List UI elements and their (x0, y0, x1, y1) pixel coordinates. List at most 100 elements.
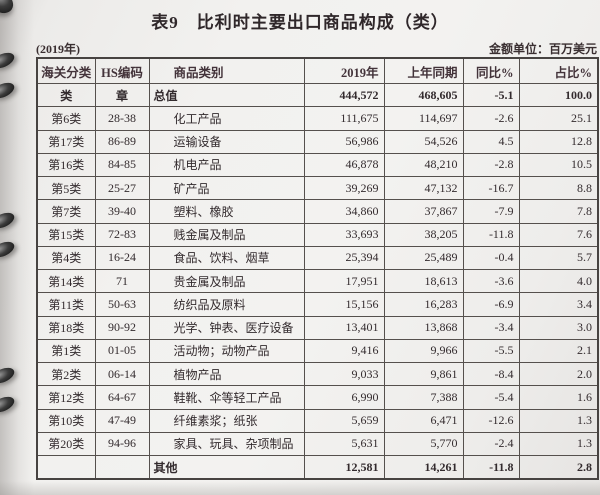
table-row: 其他 12,581 14,261 -11.8 2.8 (36, 455, 599, 480)
table-row: 第4类 16-24 食品、饮料、烟草 25,394 25,489 -0.4 5.7 (36, 245, 599, 271)
table-cell: 矿产品 (148, 175, 305, 201)
table-cell: 纤维素浆；纸张 (148, 408, 305, 433)
column-header: 占比% (518, 57, 599, 84)
table-cell: 16-24 (94, 245, 150, 271)
table-cell: -6.9 (462, 292, 520, 317)
table-cell: 90-92 (94, 315, 150, 340)
table-cell: 3.0 (518, 315, 599, 340)
table-cell: 5,770 (383, 431, 464, 457)
table-cell: 39-40 (94, 199, 150, 224)
table-cell: 贵金属及制品 (148, 268, 305, 294)
table-cell: 12.8 (518, 129, 599, 154)
table-cell: 机电产品 (148, 152, 305, 178)
table-cell: 9,966 (383, 338, 464, 364)
table-cell: 28-38 (94, 106, 150, 131)
table-cell: 25-27 (94, 175, 150, 201)
table-cell: 12,581 (303, 455, 385, 480)
table-cell: 光学、钟表、医疗设备 (148, 315, 305, 340)
table-cell: 食品、饮料、烟草 (148, 245, 305, 271)
table-header: 海关分类 HS编码 商品类别 2019年 上年同期 同比% 占比% (36, 57, 599, 84)
table-cell: 01-05 (94, 338, 150, 364)
table-cell: 7.8 (518, 199, 599, 224)
table-cell: 活动物；动物产品 (148, 338, 305, 364)
table-row: 第7类 39-40 塑料、橡胶 34,860 37,867 -7.9 7.8 (36, 199, 599, 224)
column-header: 商品类别 (148, 57, 305, 84)
table-cell: 4.0 (518, 268, 599, 294)
table-cell: 第14类 (36, 268, 96, 294)
table-cell: -12.6 (462, 408, 520, 433)
table-cell: 第7类 (36, 199, 96, 224)
table-cell: 2.0 (518, 361, 599, 387)
column-header: 2019年 (303, 57, 385, 84)
table-row: 第6类 28-38 化工产品 111,675 114,697 -2.6 25.1 (36, 106, 599, 131)
table-cell: 纺织品及原料 (148, 292, 305, 317)
table-cell: 17,951 (303, 268, 385, 294)
table-cell: 50-63 (94, 292, 150, 317)
table-cell: 第5类 (36, 175, 96, 201)
table-cell: 第10类 (36, 408, 96, 433)
table-cell: 第15类 (36, 222, 96, 247)
table-cell: 6,990 (303, 385, 385, 410)
table-cell: 2.8 (518, 455, 599, 480)
table-row: 第15类 72-83 贱金属及制品 33,693 38,205 -11.8 7.6 (36, 222, 599, 247)
table-cell (36, 455, 96, 480)
table-cell: 总值 (148, 82, 305, 108)
table-cell: -2.4 (462, 431, 520, 457)
table-cell: 2.1 (518, 338, 599, 364)
table-cell: 5.7 (518, 245, 599, 271)
table-cell: 植物产品 (148, 361, 305, 387)
table-cell: 第12类 (36, 385, 96, 410)
table-cell: 4.5 (462, 129, 520, 154)
table-cell: 25.1 (518, 106, 599, 131)
table-cell: 444,572 (303, 82, 385, 108)
table-cell: 54,526 (383, 129, 464, 154)
table-cell: 18,613 (383, 268, 464, 294)
table-cell: 第11类 (36, 292, 96, 317)
table-cell: 72-83 (94, 222, 150, 247)
table-cell: 章 (94, 82, 150, 108)
table-row: 第11类 50-63 纺织品及原料 15,156 16,283 -6.9 3.4 (36, 292, 599, 317)
table-cell: -5.4 (462, 385, 520, 410)
table-cell: 13,401 (303, 315, 385, 340)
table-cell: 10.5 (518, 152, 599, 178)
page-title: 表9 比利时主要出口商品构成（类） (151, 13, 449, 32)
table-row: 第10类 47-49 纤维素浆；纸张 5,659 6,471 -12.6 1.3 (36, 408, 599, 433)
table-cell: 鞋靴、伞等轻工产品 (148, 385, 305, 410)
table-cell: 37,867 (383, 199, 464, 224)
table-cell: 71 (94, 268, 150, 294)
table-cell: 第16类 (36, 152, 96, 178)
table-cell: 6,471 (383, 408, 464, 433)
table-cell: 94-96 (94, 431, 150, 457)
table-cell: 第1类 (36, 338, 96, 364)
table-cell: 114,697 (383, 106, 464, 131)
table-cell: 3.4 (518, 292, 599, 317)
spiral-binding-ring-icon (0, 209, 17, 232)
table-cell: 9,416 (303, 338, 385, 364)
table-cell: 25,489 (383, 245, 464, 271)
export-composition-table: 海关分类 HS编码 商品类别 2019年 上年同期 同比% 占比% 类章总值 444,572 4… (36, 57, 599, 480)
table-cell: 86-89 (94, 129, 150, 154)
table-cell: -16.7 (462, 175, 520, 201)
table-cell: -3.6 (462, 268, 520, 294)
column-header: HS编码 (94, 57, 150, 84)
table-cell: 运输设备 (148, 129, 305, 154)
table-cell: 7,388 (383, 385, 464, 410)
table-cell: 14,261 (383, 455, 464, 480)
table-cell: 84-85 (94, 152, 150, 178)
column-header: 海关分类 (36, 57, 96, 84)
table-cell: -0.4 (462, 245, 520, 271)
table-cell: 47-49 (94, 408, 150, 433)
table-cell: 33,693 (303, 222, 385, 247)
table-cell: -2.6 (462, 106, 520, 131)
table-cell: 第4类 (36, 245, 96, 271)
table-row: 第1类 01-05 活动物；动物产品 9,416 9,966 -5.5 2.1 (36, 338, 599, 364)
table-meta-row: (2019年) 金额单位：百万美元 (36, 40, 597, 57)
table-cell: 化工产品 (148, 106, 305, 131)
table-cell: -5.1 (462, 82, 520, 108)
table-cell: -7.9 (462, 199, 520, 224)
table-row: 第16类 84-85 机电产品 46,878 48,210 -2.8 10.5 (36, 152, 599, 178)
table-row: 第14类 71 贵金属及制品 17,951 18,613 -3.6 4.0 (36, 268, 599, 294)
table-row: 类章总值 444,572 468,605 -5.1 100.0 (36, 82, 599, 108)
table-cell: 第2类 (36, 361, 96, 387)
table-row: 第17类 86-89 运输设备 56,986 54,526 4.5 12.8 (36, 129, 599, 154)
